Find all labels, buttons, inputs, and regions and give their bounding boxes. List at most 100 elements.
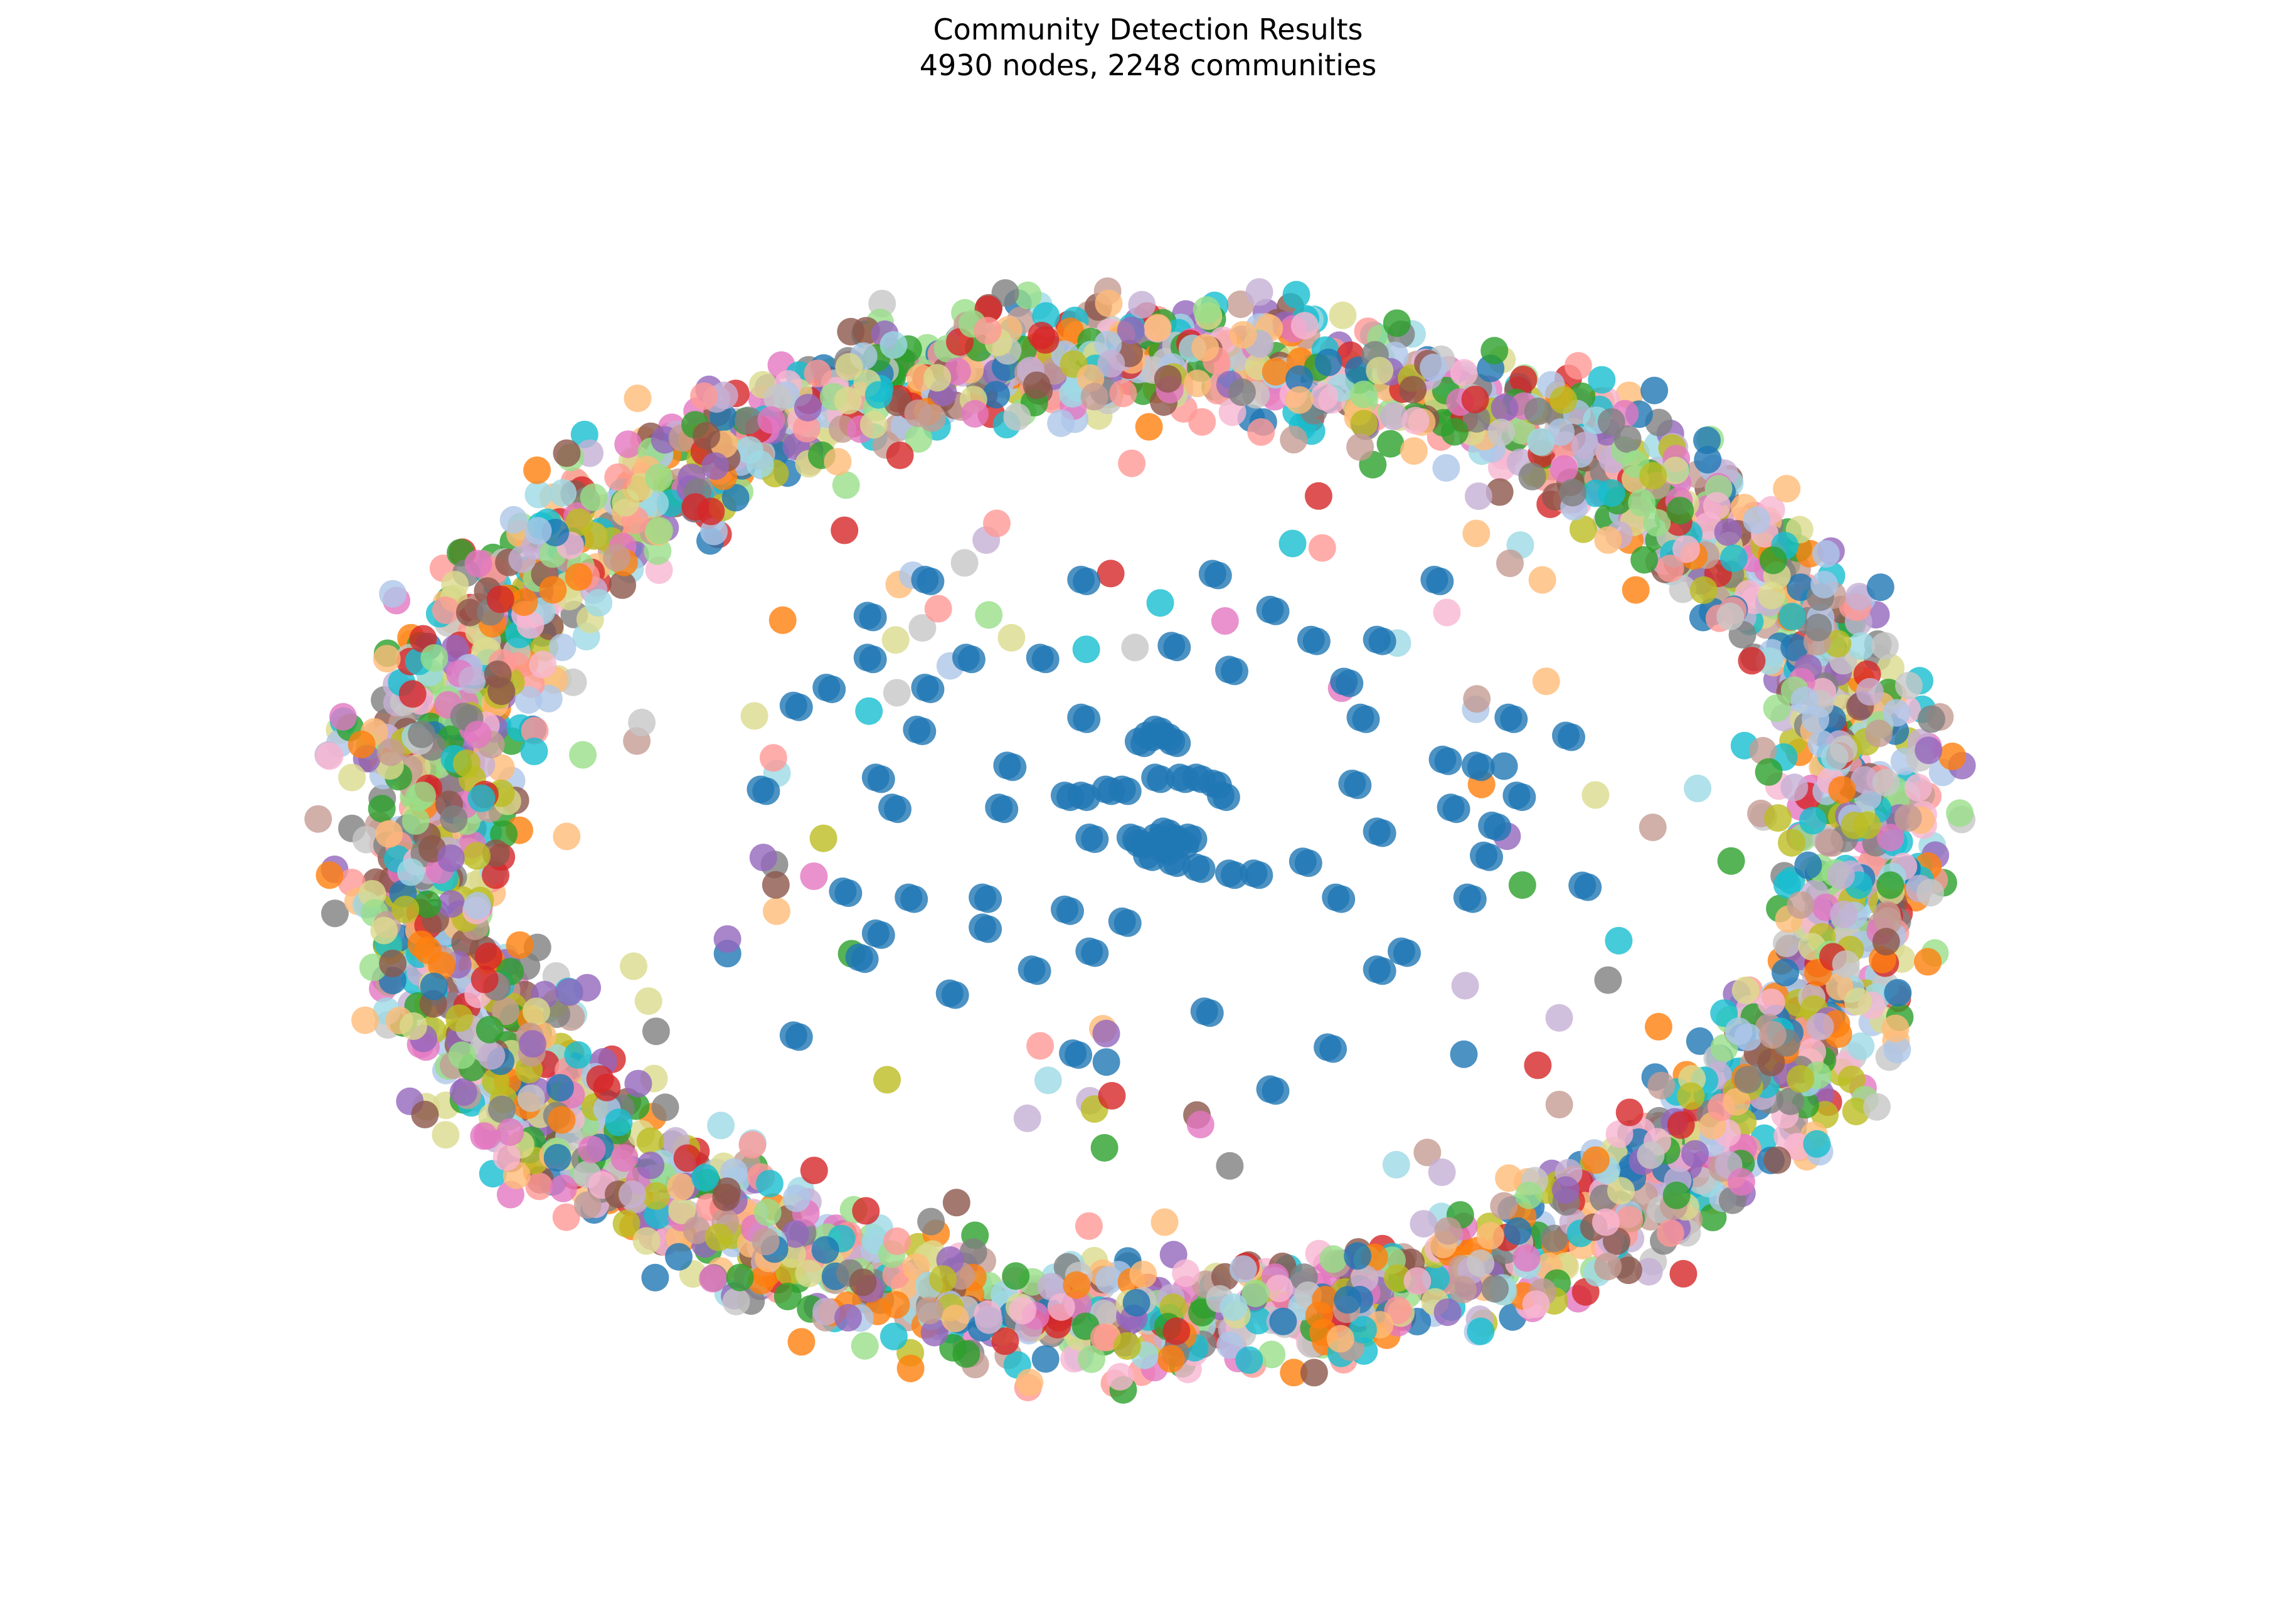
node-point [543, 1143, 571, 1172]
node-point [1581, 781, 1610, 809]
node-point [496, 1118, 524, 1146]
node-point [1647, 1071, 1676, 1100]
node-point [1518, 462, 1546, 490]
node-point [1569, 515, 1597, 543]
node-point [420, 644, 449, 672]
core-community-nodes [747, 559, 1602, 1105]
node-point [782, 1220, 809, 1248]
node-point [811, 1236, 839, 1264]
node-point [1151, 1208, 1179, 1236]
node-point [539, 576, 567, 604]
node-point [1615, 1206, 1644, 1234]
node-point [1433, 1298, 1462, 1327]
node-point [437, 890, 465, 918]
node-point [1614, 1256, 1642, 1285]
node-point [612, 489, 640, 517]
node-point [1413, 1138, 1442, 1167]
node-point [1512, 1244, 1541, 1272]
core-node-point [1212, 783, 1240, 812]
node-point [1876, 824, 1905, 852]
node-point [1162, 1317, 1191, 1345]
node-point [1420, 353, 1448, 381]
core-node-point [908, 718, 937, 745]
node-point [1440, 418, 1469, 446]
node-point [1157, 1345, 1185, 1373]
node-point [1003, 403, 1031, 431]
core-node-point [1484, 813, 1512, 841]
node-point [1863, 1093, 1891, 1121]
core-node-point [1467, 753, 1495, 782]
node-point [1550, 455, 1578, 483]
node-point [1410, 1210, 1438, 1238]
node-point [401, 807, 430, 835]
node-point [1432, 454, 1460, 482]
node-point [614, 430, 642, 459]
node-point [586, 1065, 614, 1093]
node-point [1763, 1146, 1792, 1174]
node-point [1540, 1224, 1568, 1253]
node-point [1349, 380, 1378, 408]
node-point [565, 508, 593, 536]
node-point [1464, 482, 1492, 511]
node-point [1883, 1036, 1911, 1064]
node-point [1244, 1307, 1272, 1335]
node-point [1491, 394, 1519, 422]
node-point [604, 463, 632, 491]
node-point [407, 930, 435, 958]
node-point [1090, 1323, 1118, 1352]
node-point [1285, 365, 1314, 393]
node-point [1842, 1098, 1870, 1126]
node-point [580, 483, 608, 511]
node-point [1681, 1140, 1709, 1168]
node-point [920, 1318, 949, 1347]
node-point [1763, 694, 1791, 722]
node-point [759, 744, 787, 772]
node-point [782, 1184, 811, 1212]
node-point [484, 660, 512, 688]
node-point [400, 1012, 427, 1040]
node-point [1597, 408, 1625, 436]
node-point [975, 601, 1003, 629]
node-point [437, 844, 465, 872]
node-point [637, 1152, 665, 1179]
node-point [1630, 546, 1659, 574]
node-point [1669, 575, 1697, 603]
node-point [1023, 371, 1051, 400]
node-point [1216, 1152, 1244, 1180]
node-point [521, 717, 549, 745]
node-point [476, 1015, 504, 1044]
node-point [1379, 402, 1408, 430]
core-node-point [1344, 771, 1372, 799]
node-point [1450, 1040, 1478, 1068]
node-point [896, 1354, 925, 1382]
core-node-point [834, 879, 863, 907]
node-point [1106, 1363, 1134, 1391]
node-point [636, 1127, 664, 1155]
node-point [1780, 634, 1809, 662]
node-point [1186, 1110, 1214, 1138]
chart-subtitle: 4930 nodes, 2248 communities [919, 48, 1377, 82]
node-point [1528, 566, 1556, 594]
node-point [1656, 554, 1684, 583]
node-point [1734, 1023, 1762, 1051]
core-node-point [1073, 705, 1101, 733]
node-point [1075, 1212, 1103, 1240]
core-node-point [1442, 795, 1470, 824]
node-point [1824, 630, 1852, 658]
node-point [1117, 316, 1145, 344]
node-point [1280, 1359, 1308, 1387]
node-point [1802, 706, 1829, 734]
node-point [1490, 1192, 1518, 1220]
node-point [1047, 1293, 1075, 1321]
node-point [609, 571, 637, 599]
node-point [477, 1042, 506, 1070]
node-point [464, 892, 491, 920]
node-point [1845, 583, 1873, 611]
node-point [1667, 1111, 1695, 1139]
node-point [452, 750, 481, 777]
node-point [413, 890, 442, 918]
node-point [886, 441, 914, 469]
node-point [1496, 549, 1524, 578]
core-node-point [1393, 939, 1421, 967]
